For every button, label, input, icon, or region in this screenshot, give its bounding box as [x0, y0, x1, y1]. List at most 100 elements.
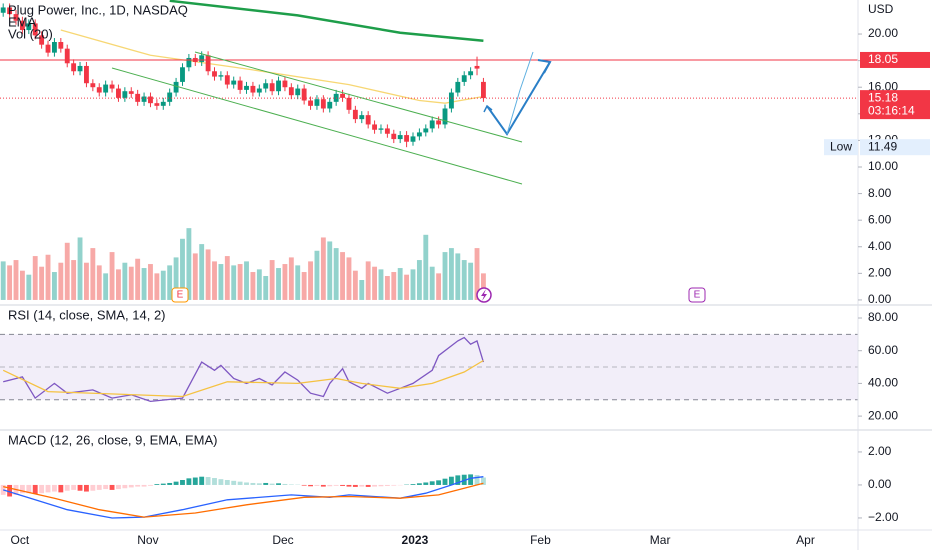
x-tick-label: 2023 [402, 533, 429, 547]
volume-bar [244, 261, 249, 300]
volume-bar [327, 241, 333, 300]
histogram-bar [96, 484, 102, 490]
candle-body [468, 71, 474, 76]
candle-body [250, 85, 256, 93]
histogram-bar [160, 483, 166, 485]
volume-bar [410, 269, 416, 300]
symbol-title: Plug Power, Inc., 1D, NASDAQ [8, 2, 188, 17]
histogram-bar [39, 484, 45, 494]
volume-bar [7, 265, 13, 300]
y-tick-label: 0.00 [868, 477, 892, 491]
candle-body [269, 83, 275, 92]
volume-bar [308, 261, 313, 300]
candle-body [186, 57, 192, 68]
ema-label: EMA [8, 14, 37, 29]
volume-bar [19, 270, 25, 300]
candle-body [45, 44, 51, 53]
candle-body [436, 120, 442, 125]
candle-body [308, 100, 313, 106]
candle-body [244, 85, 249, 90]
histogram-bar [77, 484, 83, 491]
candle-body [19, 20, 25, 31]
candle-body [212, 71, 217, 77]
volume-bar [141, 268, 147, 300]
volume-bar [384, 276, 390, 300]
volume-bar [423, 234, 429, 300]
candle-body [404, 135, 410, 142]
volume-bar [90, 248, 96, 300]
last-price-badge [860, 90, 930, 120]
candle-body [64, 48, 70, 64]
low-value: 11.49 [868, 139, 897, 153]
candle-body [71, 63, 77, 72]
histogram-bar [327, 484, 333, 487]
volume-bar [378, 269, 384, 300]
histogram-bar [19, 484, 25, 494]
candle-body [160, 101, 166, 106]
candle-body [205, 55, 211, 72]
candle-body [224, 75, 230, 85]
volume-bar [26, 274, 32, 300]
volume-bar [295, 265, 301, 300]
indicator-line [3, 336, 485, 403]
histogram-bar [461, 474, 467, 485]
volume-bar [352, 270, 358, 300]
histogram-bar [237, 481, 243, 485]
histogram-bar [263, 482, 269, 485]
volume-bar [122, 262, 128, 300]
histogram-bar [423, 482, 429, 485]
candle-body [39, 35, 45, 45]
x-tick-label: Nov [137, 533, 158, 547]
volume-bar [237, 264, 243, 300]
candle-body [295, 88, 301, 96]
candle-body [442, 108, 448, 125]
indicator-line [169, 0, 484, 42]
histogram-bar [442, 478, 448, 485]
arrow-head [537, 59, 552, 74]
candle-body [231, 80, 237, 85]
histogram-bar [26, 484, 32, 494]
volume-bar [13, 260, 19, 300]
volume-bar [282, 264, 288, 300]
volume-bar [186, 228, 192, 300]
low-text: Low [830, 139, 852, 153]
countdown: 03:16:14 [868, 103, 915, 117]
histogram-bar [301, 484, 307, 486]
volume-bar [84, 262, 89, 300]
histogram-bar [346, 484, 352, 487]
histogram-bar [58, 484, 64, 493]
y-tick-label: −2.00 [868, 510, 899, 524]
candle-body [128, 91, 134, 94]
y-tick-label: 8.00 [868, 186, 892, 200]
y-tick-label: 20.00 [868, 26, 898, 40]
histogram-bar [109, 484, 115, 490]
histogram-bar [282, 483, 288, 485]
volume-bar [461, 260, 467, 300]
histogram-bar [320, 484, 326, 487]
histogram-bar [333, 484, 339, 486]
volume-bar [199, 244, 205, 300]
volume-bar [77, 237, 83, 300]
candle-body [84, 65, 89, 84]
candle-body [109, 84, 115, 89]
candle-body [7, 7, 13, 15]
low-value-badge [860, 139, 930, 156]
volume-bar [468, 262, 474, 300]
volume-bar [404, 274, 410, 300]
histogram-bar [250, 482, 256, 485]
candle-body [26, 23, 32, 31]
histogram-bar [154, 484, 160, 485]
histogram-bar [173, 481, 179, 485]
volume-bar [436, 273, 442, 300]
histogram-bar [224, 480, 230, 485]
candle-body [301, 88, 307, 101]
y-tick-label: 0.00 [868, 292, 892, 306]
level-badge [860, 51, 930, 68]
volume-label: Vol (20) [8, 26, 53, 41]
volume-bar [212, 261, 217, 300]
histogram-bar [448, 476, 454, 485]
volume-bar [103, 273, 109, 300]
